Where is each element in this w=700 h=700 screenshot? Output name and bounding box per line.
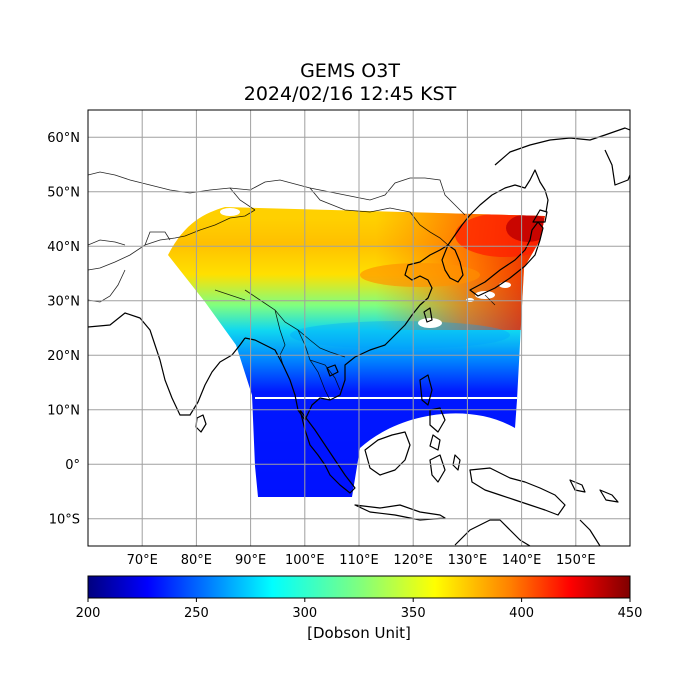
country-borders xyxy=(88,171,496,401)
lat-tick-label: 50°N xyxy=(47,185,80,200)
map-title: GEMS O3T xyxy=(300,60,400,82)
colorbar-tick-label: 400 xyxy=(509,606,534,621)
lon-tick-label: 120°E xyxy=(393,553,433,568)
lon-tick-label: 150°E xyxy=(556,553,596,568)
colorbar-tick-label: 250 xyxy=(184,606,209,621)
lon-tick-label: 70°E xyxy=(127,553,158,568)
graticule xyxy=(88,110,630,546)
lon-tick-label: 80°E xyxy=(181,553,212,568)
lon-tick-label: 130°E xyxy=(448,553,488,568)
lat-tick-label: 40°N xyxy=(47,240,80,255)
colorbar-tick-label: 300 xyxy=(292,606,317,621)
lat-tick-label: 60°N xyxy=(47,131,80,146)
colorbar-ticks: 200 250 300 350 400 450 xyxy=(76,598,643,621)
colorbar-tick-label: 450 xyxy=(618,606,643,621)
colorbar-unit-label: [Dobson Unit] xyxy=(307,624,411,642)
longitude-labels: 70°E 80°E 90°E 100°E 110°E 120°E 130°E 140°E 150… xyxy=(127,553,596,568)
lat-tick-label: 10°N xyxy=(47,403,80,418)
map-subtitle-datetime: 2024/02/16 12:45 KST xyxy=(243,83,457,105)
map-frame xyxy=(87,109,631,547)
lat-tick-label: 0° xyxy=(65,458,80,473)
latitude-labels: 60°N 50°N 40°N 30°N 20°N 10°N 0° 10°S xyxy=(47,131,80,528)
lon-tick-label: 140°E xyxy=(502,553,542,568)
lon-tick-label: 100°E xyxy=(285,553,325,568)
lon-tick-label: 90°E xyxy=(235,553,266,568)
colorbar-tick-label: 350 xyxy=(401,606,426,621)
lat-tick-label: 10°S xyxy=(49,512,80,527)
lon-tick-label: 110°E xyxy=(339,553,379,568)
lat-tick-label: 20°N xyxy=(47,349,80,364)
colorbar-tick-label: 200 xyxy=(76,606,101,621)
colorbar xyxy=(87,575,631,599)
lat-tick-label: 30°N xyxy=(47,294,80,309)
coastlines xyxy=(88,127,630,546)
